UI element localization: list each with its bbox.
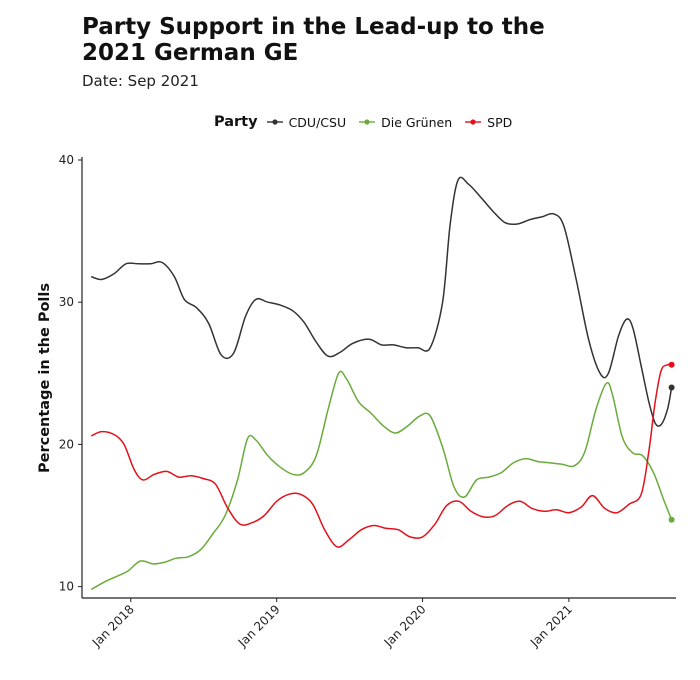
series-endpoint-1 [668, 516, 675, 523]
legend-item-spd: SPD [464, 115, 512, 130]
y-tick-label: 30 [59, 295, 74, 309]
x-tick-label: Jan 2018 [89, 602, 137, 650]
series-lines [90, 176, 675, 591]
x-tick-label: Jan 2021 [527, 602, 575, 650]
legend-label-cdu: CDU/CSU [288, 114, 347, 130]
x-tick-label: Jan 2019 [235, 602, 283, 650]
legend-item-cdu: CDU/CSU [266, 114, 347, 130]
legend-key-gruene [359, 119, 376, 125]
y-tick-label: 40 [59, 153, 74, 167]
series-line-2 [90, 363, 672, 548]
series-line-0 [90, 176, 673, 427]
axes: 10 20 30 40 Jan 2018 Jan 2019 Jan 2020 Jan 2021 [59, 153, 676, 650]
legend-label-gruene: Die Grünen [381, 114, 453, 130]
y-axis-label: Percentage in the Polls [37, 283, 53, 473]
legend-label-spd: SPD [487, 114, 513, 130]
legend-title: Party [214, 114, 258, 130]
y-tick-label: 10 [59, 580, 74, 594]
series-line-1 [90, 370, 673, 591]
chart-title: Party Support in the Lead-up to the 2021… [82, 14, 545, 66]
series-endpoint-0 [668, 384, 675, 391]
chart-subtitle: Date: Sep 2021 [82, 72, 199, 90]
legend-key-cdu [266, 119, 283, 125]
y-tick-label: 20 [59, 437, 74, 451]
legend-key-spd [465, 119, 482, 125]
x-tick-label: Jan 2020 [381, 602, 429, 650]
series-endpoint-2 [668, 361, 675, 368]
legend-item-gruene: Die Grünen [358, 115, 452, 130]
legend: Party CDU/CSU Die Grünen SPD [214, 114, 524, 130]
